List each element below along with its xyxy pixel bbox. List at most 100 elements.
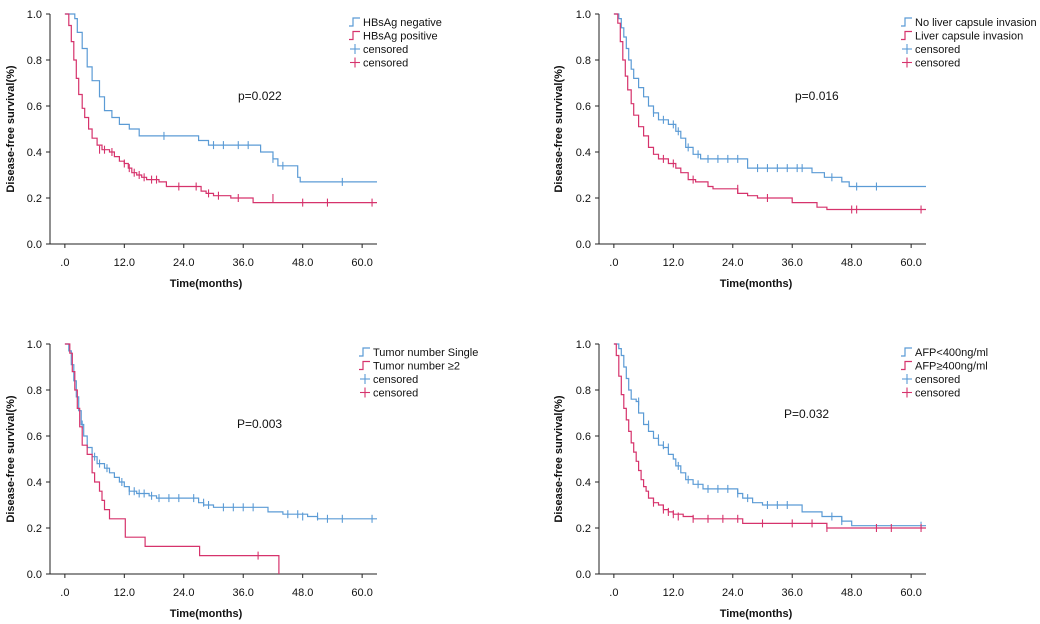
y-tick-label: 0.8	[27, 385, 42, 397]
survival-curve-group-2	[613, 13, 926, 211]
survival-curve-group-1	[613, 13, 926, 188]
y-tick-label: 1.0	[27, 339, 42, 351]
legend-label: Liver capsule invasion	[915, 31, 1023, 43]
x-tick-label: 60.0	[351, 587, 372, 599]
y-tick-label: 1.0	[27, 9, 42, 21]
survival-curve-group-1	[64, 343, 377, 520]
legend-line-swatch	[901, 30, 912, 41]
y-tick-label: 0.8	[27, 55, 42, 67]
y-tick-label: 0.2	[576, 523, 591, 535]
chart-panel-3: 0.0 0.2 0.4 0.6 0.8 1.0 .0 12.0 24.0 36.0 48.0 60.0…	[5, 339, 478, 620]
y-axis-label: Disease-free survival(%)	[553, 395, 565, 523]
legend-label: AFP<400ng/ml	[915, 347, 988, 359]
y-tick-label: 0.8	[576, 385, 591, 397]
y-tick-label: 0.6	[27, 101, 42, 113]
x-tick-label: 12.0	[114, 257, 135, 269]
y-axis-label: Disease-free survival(%)	[553, 65, 565, 193]
p-value-annotation: p=0.022	[238, 89, 282, 103]
x-tick-label: .0	[609, 257, 618, 269]
legend-label: AFP≥400ng/ml	[915, 361, 988, 373]
x-tick-label: 48.0	[841, 587, 862, 599]
legend-label: censored	[363, 44, 408, 56]
y-tick-label: 0.4	[576, 147, 591, 159]
x-tick-label: 36.0	[233, 587, 254, 599]
x-tick-label: 24.0	[722, 587, 743, 599]
legend-line-swatch	[359, 347, 370, 357]
y-tick-label: 0.0	[576, 239, 591, 251]
y-tick-label: 0.2	[576, 193, 591, 205]
x-tick-label: 60.0	[351, 257, 372, 269]
legend-line-swatch	[349, 30, 360, 41]
legend-label: censored	[363, 58, 408, 70]
y-tick-label: 0.4	[576, 477, 591, 489]
legend-label: censored	[915, 374, 960, 386]
y-tick-label: 0.6	[576, 431, 591, 443]
legend-label: censored	[915, 58, 960, 70]
survival-curve-group-2	[613, 343, 926, 529]
x-tick-label: 48.0	[292, 587, 313, 599]
y-tick-label: 1.0	[576, 339, 591, 351]
x-tick-label: .0	[60, 587, 69, 599]
y-axis-label: Disease-free survival(%)	[5, 395, 17, 523]
p-value-annotation: P=0.003	[237, 417, 282, 431]
y-tick-label: 0.6	[27, 431, 42, 443]
x-tick-label: 60.0	[900, 257, 921, 269]
y-tick-label: 0.4	[27, 477, 42, 489]
x-tick-label: 48.0	[841, 257, 862, 269]
legend-label: No liver capsule invasion	[915, 17, 1037, 29]
survival-curve-group-1	[64, 13, 377, 183]
survival-curve-group-1	[613, 343, 926, 527]
y-tick-label: 1.0	[576, 9, 591, 21]
x-tick-label: 36.0	[782, 587, 803, 599]
chart-panel-1: 0.0 0.2 0.4 0.6 0.8 1.0 .0 12.0 24.0 36.0 48.0 60.0…	[5, 9, 442, 290]
x-tick-label: .0	[60, 257, 69, 269]
y-tick-label: 0.8	[576, 55, 591, 67]
legend-line-swatch	[901, 347, 912, 357]
legend-label: Tumor number ≥2	[373, 361, 460, 373]
x-tick-label: 36.0	[233, 257, 254, 269]
x-tick-label: 24.0	[173, 587, 194, 599]
x-axis-label: Time(months)	[720, 278, 793, 290]
x-axis-label: Time(months)	[170, 608, 243, 620]
legend-line-swatch	[359, 360, 370, 371]
legend-line-swatch	[901, 360, 912, 371]
chart-panel-2: 0.0 0.2 0.4 0.6 0.8 1.0 .0 12.0 24.0 36.0 48.0 60.0…	[553, 9, 1037, 290]
x-tick-label: .0	[609, 587, 618, 599]
y-tick-label: 0.2	[27, 193, 42, 205]
x-tick-label: 12.0	[663, 587, 684, 599]
survival-curve-group-2	[64, 343, 280, 574]
survival-curve-group-2	[64, 13, 377, 204]
y-tick-label: 0.0	[27, 239, 42, 251]
p-value-annotation: P=0.032	[784, 407, 829, 421]
legend-label: censored	[373, 374, 418, 386]
legend-line-swatch	[349, 17, 360, 27]
legend-line-swatch	[901, 17, 912, 27]
x-tick-label: 12.0	[114, 587, 135, 599]
legend-label: HBsAg negative	[363, 17, 442, 29]
y-tick-label: 0.2	[27, 523, 42, 535]
y-tick-label: 0.6	[576, 101, 591, 113]
legend-label: Tumor number Single	[373, 347, 478, 359]
x-tick-label: 24.0	[722, 257, 743, 269]
chart-panel-4: 0.0 0.2 0.4 0.6 0.8 1.0 .0 12.0 24.0 36.0 48.0 60.0…	[553, 339, 988, 620]
x-axis-label: Time(months)	[720, 608, 793, 620]
legend-label: HBsAg positive	[363, 31, 438, 43]
y-tick-label: 0.0	[576, 569, 591, 581]
y-axis-label: Disease-free survival(%)	[5, 65, 17, 193]
x-tick-label: 48.0	[292, 257, 313, 269]
x-axis-label: Time(months)	[170, 278, 243, 290]
legend-label: censored	[915, 44, 960, 56]
y-tick-label: 0.0	[27, 569, 42, 581]
legend: No liver capsule invasion Liver capsule i…	[901, 17, 1037, 70]
legend-label: censored	[373, 388, 418, 400]
p-value-annotation: p=0.016	[795, 89, 839, 103]
x-tick-label: 24.0	[173, 257, 194, 269]
legend-label: censored	[915, 388, 960, 400]
x-tick-label: 36.0	[782, 257, 803, 269]
y-tick-label: 0.4	[27, 147, 42, 159]
x-tick-label: 12.0	[663, 257, 684, 269]
